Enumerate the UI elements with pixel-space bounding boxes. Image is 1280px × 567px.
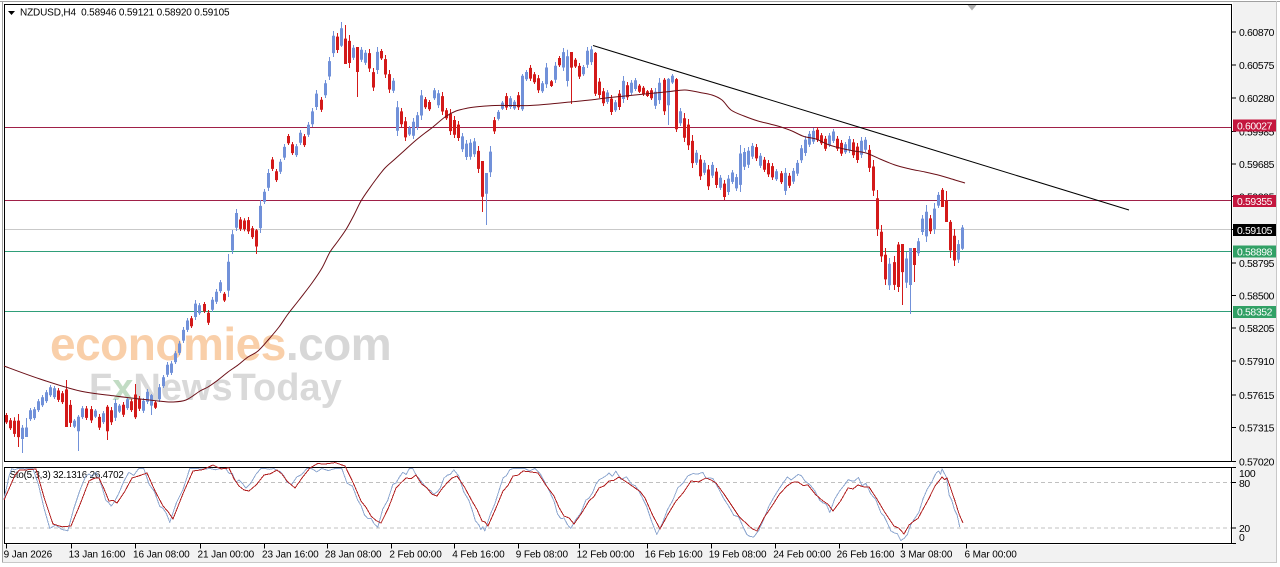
svg-text:0.58500: 0.58500: [1239, 291, 1275, 302]
svg-text:economies.com: economies.com: [50, 318, 391, 370]
svg-text:0.59985: 0.59985: [1239, 127, 1275, 138]
svg-text:3 Mar 08:00: 3 Mar 08:00: [900, 550, 953, 561]
svg-text:20: 20: [1239, 524, 1250, 535]
svg-text:0.59105: 0.59105: [1237, 226, 1273, 237]
svg-text:4 Feb 16:00: 4 Feb 16:00: [452, 550, 505, 561]
svg-text:19 Feb 08:00: 19 Feb 08:00: [709, 550, 767, 561]
svg-text:100: 100: [1239, 469, 1256, 480]
svg-text:0.60280: 0.60280: [1239, 94, 1275, 105]
svg-text:9 Jan 2026: 9 Jan 2026: [4, 550, 53, 561]
svg-text:21 Jan 00:00: 21 Jan 00:00: [198, 550, 255, 561]
svg-text:16 Jan 08:00: 16 Jan 08:00: [133, 550, 190, 561]
svg-text:2 Feb 00:00: 2 Feb 00:00: [389, 550, 442, 561]
svg-text:13 Jan 16:00: 13 Jan 16:00: [69, 550, 126, 561]
svg-text:80: 80: [1239, 479, 1250, 490]
svg-text:0.57020: 0.57020: [1239, 457, 1275, 468]
svg-text:16 Feb 16:00: 16 Feb 16:00: [645, 550, 703, 561]
svg-text:0.57315: 0.57315: [1239, 423, 1275, 434]
svg-text:28 Jan 08:00: 28 Jan 08:00: [325, 550, 382, 561]
svg-text:0.58795: 0.58795: [1239, 259, 1275, 270]
svg-text:0.57615: 0.57615: [1239, 391, 1275, 402]
svg-text:9 Feb 08:00: 9 Feb 08:00: [516, 550, 569, 561]
svg-text:0.58352: 0.58352: [1237, 308, 1273, 319]
svg-text:24 Feb 00:00: 24 Feb 00:00: [773, 550, 831, 561]
svg-text:6 Mar 00:00: 6 Mar 00:00: [965, 550, 1018, 561]
svg-text:Sto(5,3,3) 32.1316 26.4702: Sto(5,3,3) 32.1316 26.4702: [10, 470, 124, 481]
svg-text:NZDUSD,H4 0.58946 0.59121 0.5: NZDUSD,H4 0.58946 0.59121 0.58920 0.5910…: [20, 8, 230, 19]
svg-text:0.60027: 0.60027: [1237, 121, 1273, 132]
svg-text:23 Jan 16:00: 23 Jan 16:00: [262, 550, 319, 561]
svg-text:0.57910: 0.57910: [1239, 357, 1275, 368]
svg-text:0: 0: [1239, 533, 1245, 544]
svg-text:26 Feb 16:00: 26 Feb 16:00: [837, 550, 895, 561]
svg-text:0.60870: 0.60870: [1239, 28, 1275, 39]
svg-text:0.60575: 0.60575: [1239, 61, 1275, 72]
svg-text:0.59685: 0.59685: [1239, 160, 1275, 171]
svg-text:0.58898: 0.58898: [1237, 247, 1273, 258]
svg-text:0.59355: 0.59355: [1237, 197, 1273, 208]
svg-text:12 Feb 00:00: 12 Feb 00:00: [577, 550, 635, 561]
svg-text:0.58205: 0.58205: [1239, 324, 1275, 335]
